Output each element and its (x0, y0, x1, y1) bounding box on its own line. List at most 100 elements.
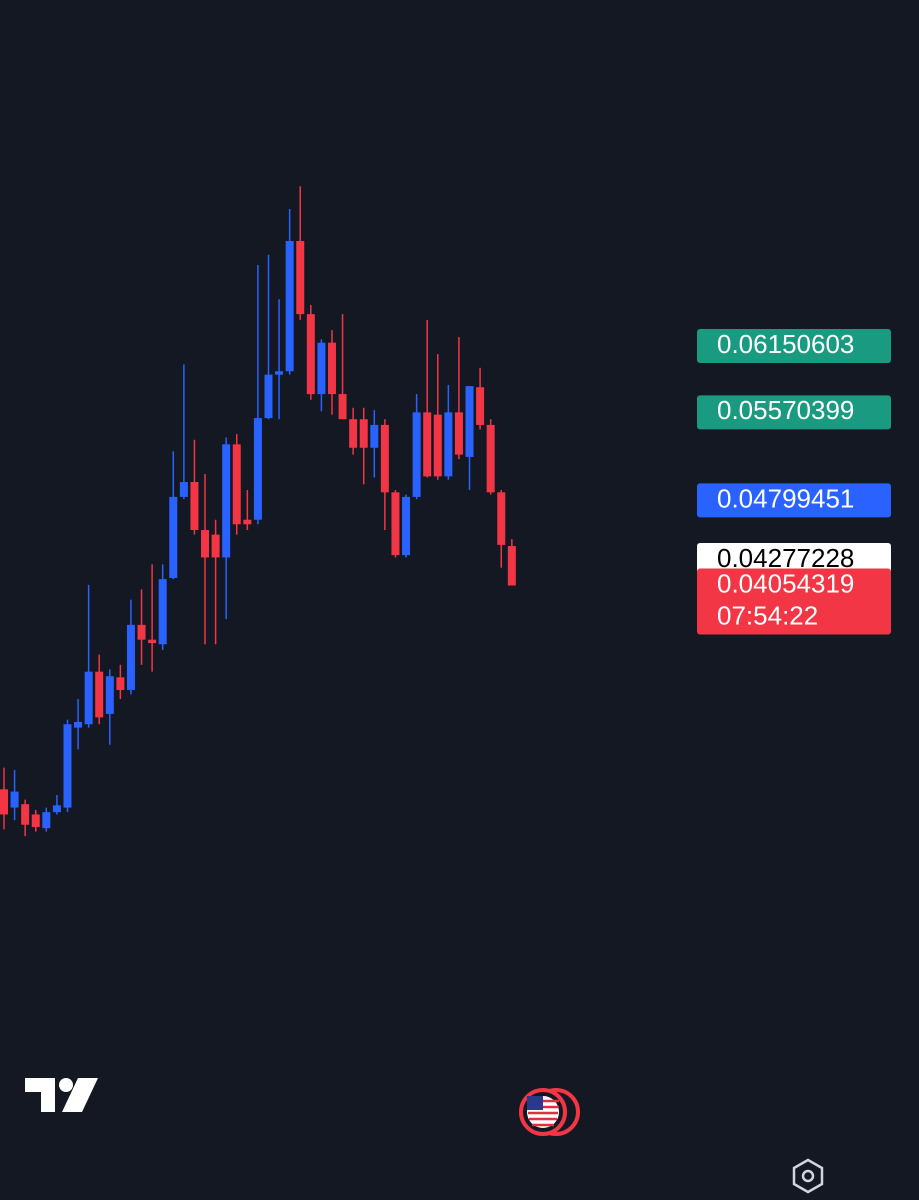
events-icon[interactable] (519, 1088, 580, 1136)
candle-body (222, 444, 231, 558)
candle (507, 539, 516, 586)
candle-body (486, 424, 495, 493)
candle-body (338, 394, 347, 420)
candle-body (179, 482, 188, 497)
candle-body (285, 241, 294, 372)
candle (169, 451, 178, 580)
settings-icon[interactable] (792, 1158, 824, 1194)
candle-body (465, 386, 474, 457)
candle-body (454, 412, 463, 455)
candle (454, 336, 463, 460)
candle-body (42, 812, 51, 829)
level-label: 0.06150603 (717, 329, 854, 359)
candle-body (275, 371, 284, 375)
candle (285, 209, 294, 375)
candle (476, 367, 485, 430)
candle (42, 807, 51, 832)
ma-label-box (697, 483, 891, 518)
candle-body (433, 414, 442, 477)
candle (306, 304, 315, 400)
candle (264, 254, 273, 420)
candle-body (169, 496, 178, 578)
candle (0, 767, 8, 830)
candle-body (327, 342, 336, 395)
candle-body (507, 546, 516, 586)
candle (190, 439, 199, 535)
candle-body (349, 419, 358, 448)
last-price-label: 0.04054319 (717, 568, 854, 598)
candle-body (52, 805, 61, 813)
candle (253, 265, 262, 525)
candle (74, 699, 83, 750)
candle-body (201, 530, 210, 558)
candle-body (0, 789, 8, 815)
candle (52, 795, 61, 815)
candle (95, 654, 104, 725)
candle-body (296, 241, 305, 315)
candle-body (497, 492, 506, 545)
ma-label: 0.04799451 (717, 483, 854, 513)
candle (63, 719, 72, 813)
candle (444, 384, 453, 480)
candle (412, 394, 421, 500)
candle-body (391, 492, 400, 556)
candle-body (137, 624, 146, 640)
candle (317, 339, 326, 412)
candle (275, 299, 284, 420)
candle (423, 319, 432, 478)
last-price-label-box (697, 568, 891, 635)
candle (10, 769, 19, 821)
candle (433, 354, 442, 480)
candle-body (74, 721, 83, 728)
candle (179, 364, 188, 500)
candle-body (84, 671, 93, 725)
candle-body (126, 624, 135, 690)
candle-body (21, 804, 30, 825)
candle (105, 669, 114, 745)
candle (243, 490, 252, 531)
candle (296, 186, 305, 320)
candle-body (63, 724, 72, 808)
candle (211, 519, 220, 645)
candle-body (370, 424, 379, 448)
candle (486, 419, 495, 495)
candle (158, 564, 167, 650)
candle-body (476, 387, 485, 425)
candle-body (423, 412, 432, 477)
candle-body (211, 534, 220, 558)
candle (137, 589, 146, 665)
candle-body (412, 412, 421, 497)
candle (232, 434, 241, 535)
candle-body (243, 519, 252, 525)
candle (222, 437, 231, 620)
candle (148, 564, 157, 672)
level-label: 0.04277228 (717, 543, 854, 573)
candle-body (402, 496, 411, 556)
candle (126, 599, 135, 695)
level-label: 0.05570399 (717, 395, 854, 425)
candle (327, 330, 336, 415)
candle-body (158, 579, 167, 645)
candle (21, 799, 30, 837)
candle-body (31, 814, 40, 828)
candle-body (359, 419, 368, 448)
candle (497, 490, 506, 568)
candle (402, 494, 411, 558)
candle-body (444, 412, 453, 477)
candle (370, 410, 379, 478)
level-label-box (697, 329, 891, 364)
candle-body (95, 671, 104, 718)
candle-body (148, 639, 157, 644)
candle-body (232, 444, 241, 525)
candle-body (306, 314, 315, 395)
candle-body (105, 676, 114, 714)
candle (465, 386, 474, 491)
candle (201, 474, 210, 645)
logo (25, 1078, 98, 1112)
candle (349, 407, 358, 455)
candle (338, 314, 347, 420)
candle-body (317, 342, 326, 395)
candle-body (190, 482, 199, 531)
candle (391, 490, 400, 558)
